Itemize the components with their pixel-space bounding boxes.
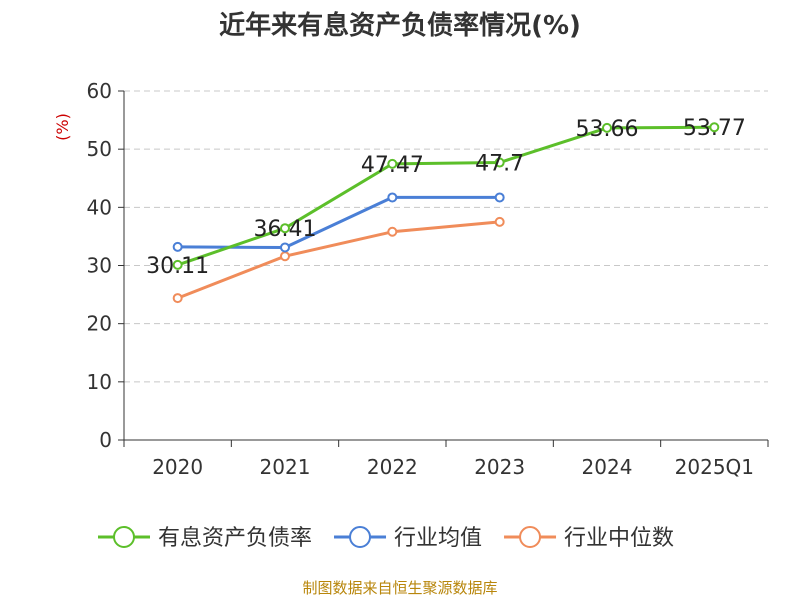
source-note: 制图数据来自恒生聚源数据库 [302,579,497,597]
legend-label: 行业均值 [394,526,482,551]
legend-label: 有息资产负债率 [158,526,312,551]
legend-item: 有息资产负债率 [98,526,312,551]
data-point [387,192,398,203]
x-tick-label: 2020 [152,455,203,479]
x-tick-label: 2021 [260,455,311,479]
legend-label: 行业中位数 [564,526,674,551]
data-point [280,242,290,253]
y-tick-label: 20 [87,312,112,336]
data-point [709,122,720,133]
y-tick-label: 40 [87,195,112,219]
legend-swatch-marker [519,526,542,548]
x-tick-label: 2023 [474,455,525,479]
series-line [177,195,500,249]
y-tick-label: 0 [99,428,112,452]
data-point [602,122,612,133]
data-point [172,293,183,304]
legend-item: 行业均值 [334,526,482,551]
data-point [172,259,183,270]
data-labels: 30.11 36.41 47.47 47.7 53.66 53.77 [146,116,746,279]
data-label: 30.11 [146,254,209,279]
y-tick-label: 30 [87,254,112,278]
data-label: 47.7 [475,152,524,177]
x-tick-label: 2022 [367,455,418,479]
series-line [177,220,500,300]
series-group [172,122,720,304]
data-point [494,157,505,168]
x-tick-label: 2025Q1 [675,455,754,479]
data-label: 36.41 [254,217,317,242]
data-point [387,158,398,169]
data-label: 53.66 [576,117,639,142]
data-point [280,223,290,234]
legend-swatch-marker [349,526,372,548]
y-axis-unit-label: (%) [53,113,72,141]
x-tick-label: 2024 [582,455,633,479]
y-tick-label: 50 [87,137,112,161]
data-point [387,226,398,237]
y-tick-label: 10 [87,370,112,394]
axes: 0 10 20 30 40 50 60 2020 2021 2022 2023 2024 2025Q1 [87,79,769,479]
chart-title: 近年来有息资产负债率情况(%) [219,10,581,41]
data-label: 53.77 [683,116,746,141]
data-label: 47.47 [361,153,424,178]
data-point [280,251,290,262]
y-tick-label: 60 [87,79,112,103]
legend: 有息资产负债率 行业均值 行业中位数 [98,526,674,551]
data-point [494,192,505,203]
data-point [172,241,183,252]
legend-item: 行业中位数 [504,526,674,551]
legend-swatch-marker [113,526,135,548]
series-line [177,125,715,267]
grid-lines [124,90,768,383]
data-point [494,216,505,227]
